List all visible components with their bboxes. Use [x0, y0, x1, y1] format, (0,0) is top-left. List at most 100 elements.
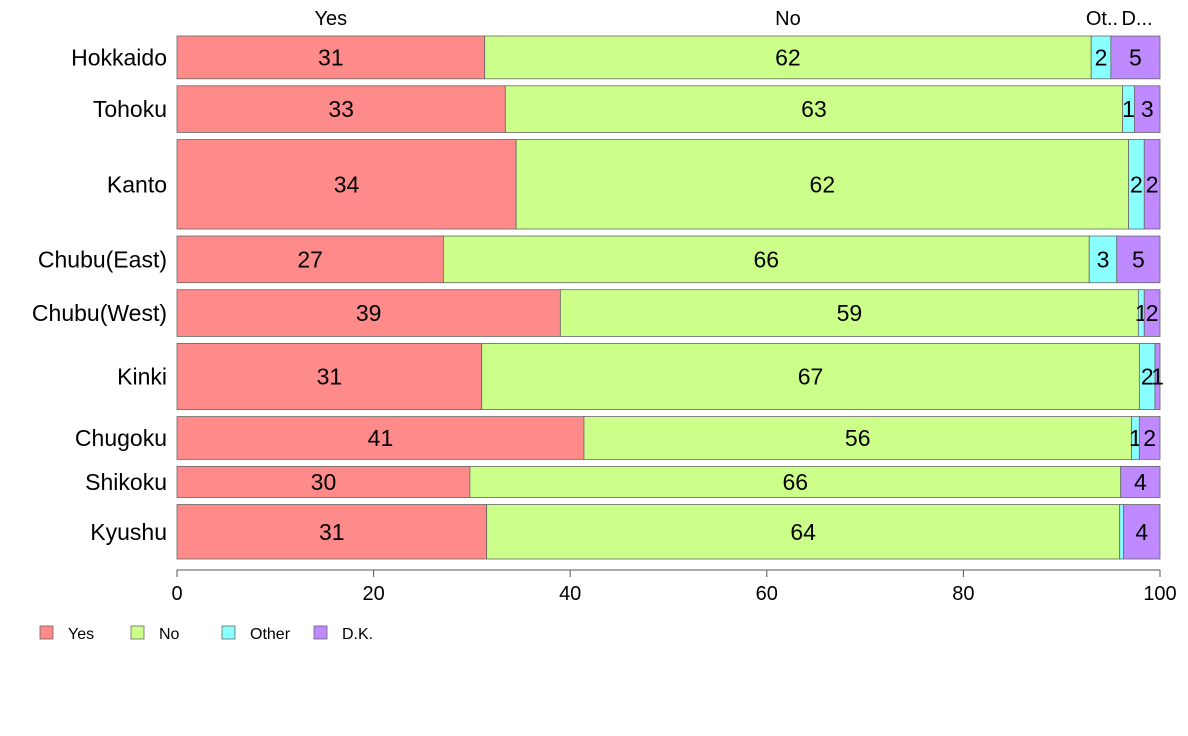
legend-item-yes: Yes	[39, 625, 94, 643]
data-label-hokkaido-other: 2	[1095, 44, 1108, 70]
legend-swatch-d-k	[313, 625, 328, 640]
bar-kinki-no	[481, 343, 1140, 410]
legend-label-d-k: D.K.	[342, 626, 373, 643]
category-label-shikoku: Shikoku	[85, 469, 167, 495]
top-label-yes: Yes	[315, 8, 348, 30]
bar-chugoku-yes	[176, 416, 585, 460]
x-tick-label-20: 20	[362, 583, 384, 605]
data-label-chubu-west-d-k: 2	[1146, 300, 1159, 326]
data-label-chubu-east-d-k: 5	[1132, 246, 1145, 272]
bar-chubu-east-yes	[176, 235, 444, 284]
bar-tohoku-yes	[176, 85, 506, 133]
data-label-chugoku-other: 1	[1129, 425, 1142, 451]
category-label-tohoku: Tohoku	[93, 96, 167, 122]
legend-item-other: Other	[221, 625, 291, 643]
legend: Yes No Other D.K.	[39, 625, 373, 643]
data-label-tohoku-d-k: 3	[1141, 96, 1154, 122]
legend-item-no: No	[130, 625, 180, 643]
category-label-kyushu: Kyushu	[90, 519, 167, 545]
bar-kyushu-other	[1119, 504, 1125, 560]
x-tick-label-0: 0	[171, 583, 182, 605]
data-label-chugoku-yes: 41	[368, 425, 394, 451]
data-label-tohoku-yes: 33	[328, 96, 354, 122]
bar-row-hokkaido: 31 62 2 5	[176, 35, 1161, 80]
data-label-chubu-west-no: 59	[837, 300, 863, 326]
data-label-kinki-d-k: 1	[1151, 363, 1164, 389]
data-label-kanto-other: 2	[1130, 171, 1143, 197]
data-label-kinki-yes: 31	[317, 363, 343, 389]
bar-row-shikoku: 30 66 4	[176, 465, 1161, 498]
bar-kyushu-no	[486, 504, 1121, 560]
data-label-shikoku-d-k: 4	[1134, 469, 1147, 495]
data-label-hokkaido-no: 62	[775, 44, 801, 70]
category-label-kinki: Kinki	[117, 363, 167, 389]
bar-kanto-d-k	[1143, 139, 1161, 230]
data-label-chubu-east-other: 3	[1097, 246, 1110, 272]
bar-chubu-west-no	[559, 289, 1139, 337]
top-series-labels: Yes No Ot.. D...	[315, 8, 1153, 30]
bar-row-chugoku: 41 56 1 2	[176, 416, 1161, 460]
bar-row-kinki: 31 67 21	[176, 343, 1164, 410]
data-label-kinki-no: 67	[798, 363, 824, 389]
bar-kinki-yes	[176, 343, 483, 410]
bar-chubu-east-no	[442, 235, 1090, 284]
bar-shikoku-yes	[176, 465, 471, 498]
data-label-shikoku-yes: 30	[311, 469, 337, 495]
bar-tohoku-d-k	[1134, 85, 1161, 133]
bar-hokkaido-no	[484, 35, 1092, 80]
data-label-kanto-d-k: 2	[1146, 171, 1159, 197]
data-label-chugoku-d-k: 2	[1143, 425, 1156, 451]
legend-label-other: Other	[250, 626, 291, 643]
category-label-hokkaido: Hokkaido	[71, 44, 167, 70]
legend-swatch-yes	[39, 625, 54, 640]
data-label-tohoku-other: 1	[1122, 96, 1135, 122]
category-labels: Hokkaido Tohoku Kanto Chubu(East) Chubu(West…	[32, 44, 167, 544]
data-label-chubu-east-yes: 27	[297, 246, 323, 272]
top-label-no: No	[775, 8, 801, 30]
category-label-chugoku: Chugoku	[75, 425, 167, 451]
data-label-chugoku-no: 56	[845, 425, 871, 451]
data-label-kyushu-d-k: 4	[1135, 519, 1148, 545]
x-tick-label-60: 60	[756, 583, 778, 605]
data-label-kyushu-no: 64	[790, 519, 816, 545]
legend-label-yes: Yes	[68, 626, 94, 643]
x-tick-label-80: 80	[952, 583, 974, 605]
data-label-hokkaido-yes: 31	[318, 44, 344, 70]
bar-kyushu-yes	[176, 504, 488, 560]
data-label-hokkaido-d-k: 5	[1129, 44, 1142, 70]
bar-tohoku-no	[504, 85, 1124, 133]
data-label-kanto-no: 62	[810, 171, 836, 197]
bar-chubu-west-d-k	[1143, 289, 1161, 337]
category-label-kanto: Kanto	[107, 171, 167, 197]
data-label-chubu-east-no: 66	[754, 246, 780, 272]
bar-row-kanto: 34 62 2 2	[176, 139, 1161, 230]
data-label-tohoku-no: 63	[801, 96, 827, 122]
bar-chugoku-d-k	[1138, 416, 1161, 460]
category-label-chubu-east: Chubu(East)	[38, 246, 167, 272]
bar-chubu-west-yes	[176, 289, 561, 337]
bar-chubu-east-d-k	[1116, 235, 1161, 284]
bar-kanto-yes	[176, 139, 517, 230]
bar-hokkaido-yes	[176, 35, 486, 80]
bar-kyushu-d-k	[1123, 504, 1161, 560]
data-label-shikoku-no: 66	[783, 469, 809, 495]
bar-hokkaido-d-k	[1110, 35, 1161, 80]
legend-label-no: No	[159, 626, 180, 643]
bar-shikoku-no	[469, 465, 1122, 498]
data-label-kyushu-yes: 31	[319, 519, 345, 545]
top-label-other: Ot..	[1086, 8, 1118, 30]
bar-row-chubu-west: 39 59 12	[176, 289, 1161, 337]
bar-kanto-no	[515, 139, 1129, 230]
top-label-d-k: D...	[1121, 8, 1152, 30]
bar-kinki-d-k	[1154, 343, 1161, 410]
bar-shikoku-d-k	[1120, 465, 1161, 498]
data-label-kanto-yes: 34	[334, 171, 360, 197]
category-label-chubu-west: Chubu(West)	[32, 300, 167, 326]
bar-row-kyushu: 31 64 4	[176, 504, 1161, 560]
legend-swatch-other	[221, 625, 236, 640]
data-label-kinki-other: 2	[1141, 363, 1154, 389]
legend-swatch-no	[130, 625, 145, 640]
x-axis: 0 20 40 60 80 100	[171, 569, 1177, 605]
